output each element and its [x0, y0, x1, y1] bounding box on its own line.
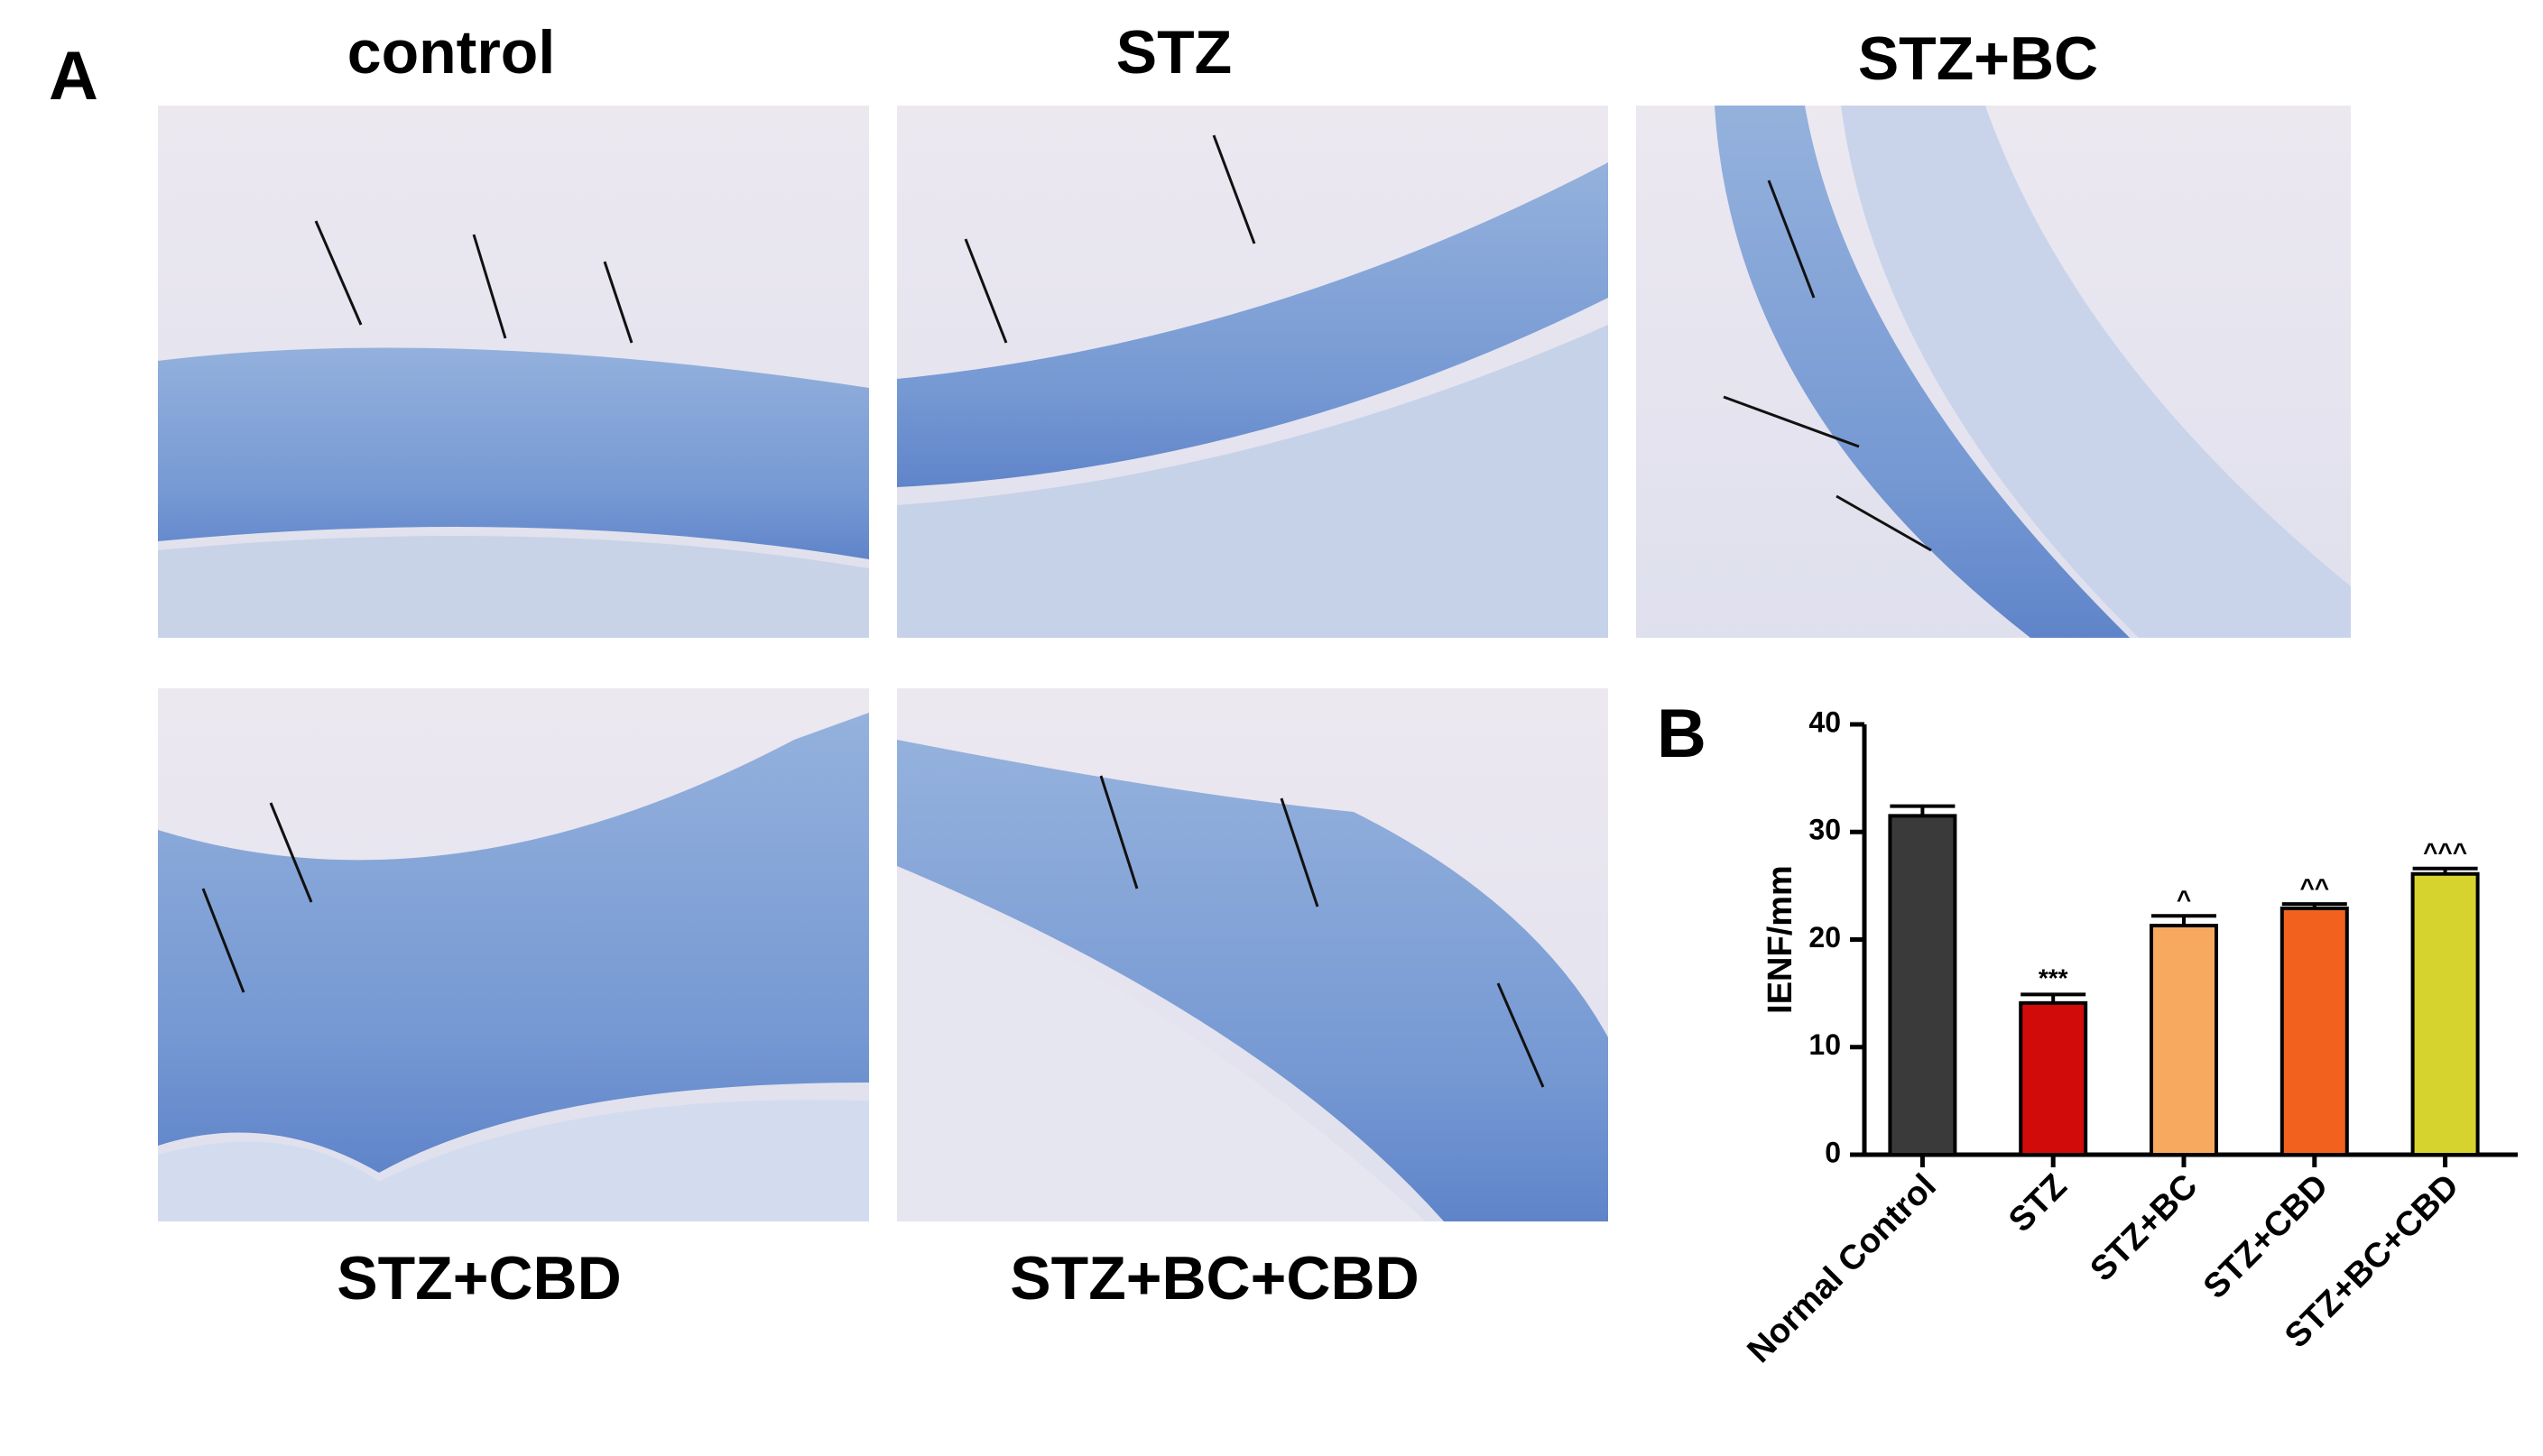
image-title: STZ+CBD: [337, 1244, 621, 1313]
x-tick-label: STZ+BC: [2083, 1167, 2205, 1289]
significance-label: ^^: [2299, 874, 2329, 902]
significance-label: ^: [2177, 886, 2191, 914]
x-tick-label: STZ+CBD: [2196, 1167, 2335, 1306]
image-title: STZ+BC+CBD: [1010, 1244, 1419, 1313]
bar: [2410, 871, 2480, 1157]
micrograph: [897, 688, 1608, 1221]
micrograph: [158, 688, 869, 1221]
significance-label: ^^^: [2423, 838, 2467, 866]
panel-label: A: [49, 38, 98, 115]
micrograph: [897, 106, 1608, 638]
significance-label: ***: [2039, 964, 2068, 992]
panel-label: B: [1657, 696, 1706, 772]
x-tick-label: STZ: [2002, 1167, 2074, 1239]
arrows: [201, 134, 1932, 1088]
y-axis-label: IENF/mm: [1762, 865, 1799, 1014]
bar: [2150, 923, 2218, 1157]
micrograph: [158, 106, 869, 638]
y-tick-label: 20: [1808, 921, 1841, 954]
y-tick-label: 10: [1808, 1028, 1841, 1061]
y-tick-label: 40: [1808, 705, 1841, 738]
micrograph: [1636, 106, 2351, 638]
y-tick-label: 0: [1825, 1136, 1841, 1168]
image-title: STZ: [1116, 18, 1232, 87]
bar: [1888, 814, 1957, 1157]
bar: [2279, 906, 2349, 1157]
image-title: STZ+BC: [1858, 24, 2098, 93]
bar: [2019, 1000, 2088, 1157]
y-tick-label: 30: [1808, 814, 1841, 846]
x-tick-label: Normal Control: [1741, 1167, 1944, 1370]
image-title: control: [347, 18, 555, 87]
